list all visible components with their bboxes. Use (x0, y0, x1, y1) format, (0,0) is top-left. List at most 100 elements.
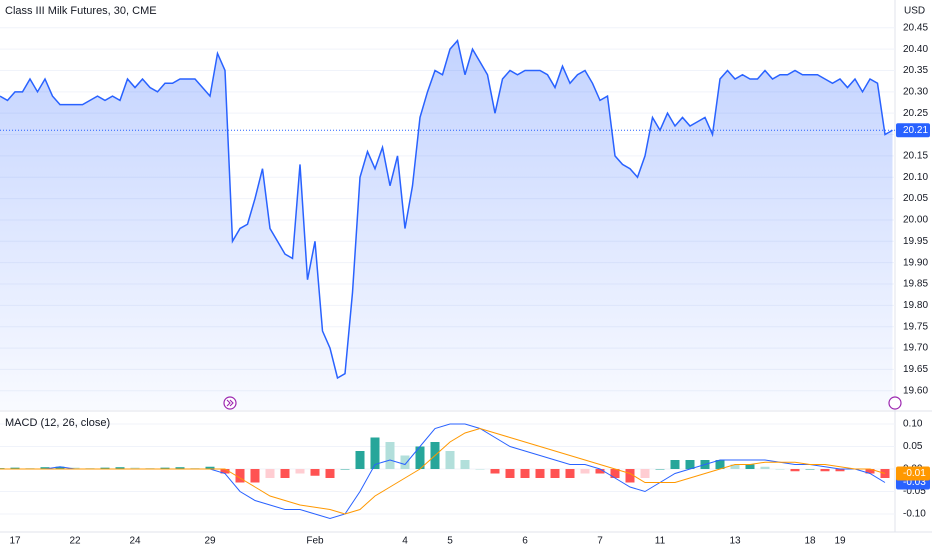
y-tick-label: 0.10 (903, 419, 923, 430)
histogram-bar (175, 467, 185, 469)
histogram-bar (310, 469, 320, 476)
histogram-bar (370, 437, 380, 469)
last-value-tag (896, 466, 930, 481)
y-tick-label: 20.30 (903, 86, 928, 97)
histogram-bar (775, 469, 785, 470)
y-tick-label: 20.10 (903, 172, 928, 183)
histogram-bar (655, 469, 665, 470)
y-tick-label: 20.35 (903, 65, 928, 76)
histogram-bar (520, 469, 530, 478)
histogram-bar (730, 464, 740, 469)
macd-line (0, 423, 886, 520)
x-tick-label: 6 (522, 536, 528, 547)
histogram-bar (580, 469, 590, 474)
x-tick-label: 4 (402, 536, 408, 547)
y-tick-label: 19.95 (903, 236, 928, 247)
histogram-bar (820, 469, 830, 472)
histogram-bar (130, 467, 140, 469)
last-value-label: -0.03 (903, 477, 926, 488)
histogram-bar (535, 469, 545, 478)
x-tick-label: 19 (834, 536, 846, 547)
histogram-bar (865, 469, 875, 474)
x-tick-label: 5 (447, 536, 453, 547)
y-tick-label: 19.90 (903, 257, 928, 268)
x-tick-label: 13 (729, 536, 741, 547)
y-tick-label: 20.00 (903, 215, 928, 226)
histogram-bar (70, 467, 80, 469)
histogram-bar (640, 469, 650, 478)
y-tick-label: 19.60 (903, 385, 928, 396)
last-price-tag (896, 123, 930, 138)
y-tick-label: 19.65 (903, 364, 928, 375)
plot-layer (0, 27, 895, 520)
x-tick-label: 11 (655, 536, 666, 547)
histogram-bar (415, 446, 425, 469)
histogram-bar (550, 469, 560, 478)
x-tick-label: Feb (306, 536, 324, 547)
histogram-bar (235, 469, 245, 483)
macd-title: MACD (12, 26, close) (5, 417, 110, 429)
y-tick-label: -0.05 (903, 486, 926, 497)
y-tick-label: 20.15 (903, 151, 928, 162)
histogram-bar (685, 460, 695, 469)
histogram-bar (385, 442, 395, 469)
y-tick-label: 20.25 (903, 108, 928, 119)
histogram-bar (460, 460, 470, 469)
histogram-bar (115, 467, 125, 469)
histogram-bar (745, 464, 755, 469)
histogram-bar (805, 469, 815, 470)
histogram-bar (280, 469, 290, 478)
histogram-bar (295, 469, 305, 474)
histogram-bar (610, 469, 620, 478)
y-axis-label: USD (904, 6, 925, 17)
histogram-bar (40, 467, 50, 469)
histogram-bar (10, 467, 20, 469)
event-icon[interactable] (888, 396, 902, 410)
histogram-bar (595, 469, 605, 474)
histogram-bar (400, 455, 410, 469)
histogram-bar (490, 469, 500, 474)
y-tick-label: 19.80 (903, 300, 928, 311)
x-tick-label: 22 (69, 536, 81, 547)
histogram-bar (55, 466, 65, 469)
histogram-bar (205, 466, 215, 469)
histogram-bar (355, 451, 365, 469)
histogram-bar (340, 469, 350, 470)
y-tick-label: 19.70 (903, 343, 928, 354)
histogram-bar (100, 467, 110, 469)
histogram-bar (265, 469, 275, 478)
histogram-bar (475, 469, 485, 470)
area-fill (0, 40, 893, 411)
x-tick-label: 18 (804, 536, 816, 547)
histogram-bar (250, 469, 260, 483)
macd-line (0, 427, 886, 515)
histogram-bar (760, 466, 770, 469)
price-line (0, 38, 893, 380)
chart-title: Class III Milk Futures, 30, CME (5, 5, 157, 17)
histogram-bar (625, 469, 635, 483)
y-tick-label: 20.45 (903, 22, 928, 33)
histogram-bar (325, 469, 335, 478)
histogram-bar (565, 469, 575, 478)
last-price-label: 20.21 (903, 125, 928, 136)
last-value-label: -0.01 (903, 468, 926, 479)
histogram-bar (790, 469, 800, 472)
y-tick-label: 20.05 (903, 193, 928, 204)
x-tick-label: 24 (129, 536, 141, 547)
y-tick-label: -0.10 (903, 509, 926, 520)
histogram-bar (715, 460, 725, 469)
y-tick-label: 20.40 (903, 44, 928, 55)
histogram-bar (835, 469, 845, 472)
x-tick-label: 29 (204, 536, 216, 547)
histogram-bar (220, 469, 230, 474)
histogram-bar (505, 469, 515, 478)
histogram-bar (670, 460, 680, 469)
y-tick-label: 19.75 (903, 321, 928, 332)
x-tick-label: 17 (9, 536, 21, 547)
y-tick-label: 19.85 (903, 279, 928, 290)
x-tick-label: 7 (597, 536, 603, 547)
replay-icon[interactable] (223, 396, 237, 410)
y-tick-label: 0.05 (903, 441, 923, 452)
